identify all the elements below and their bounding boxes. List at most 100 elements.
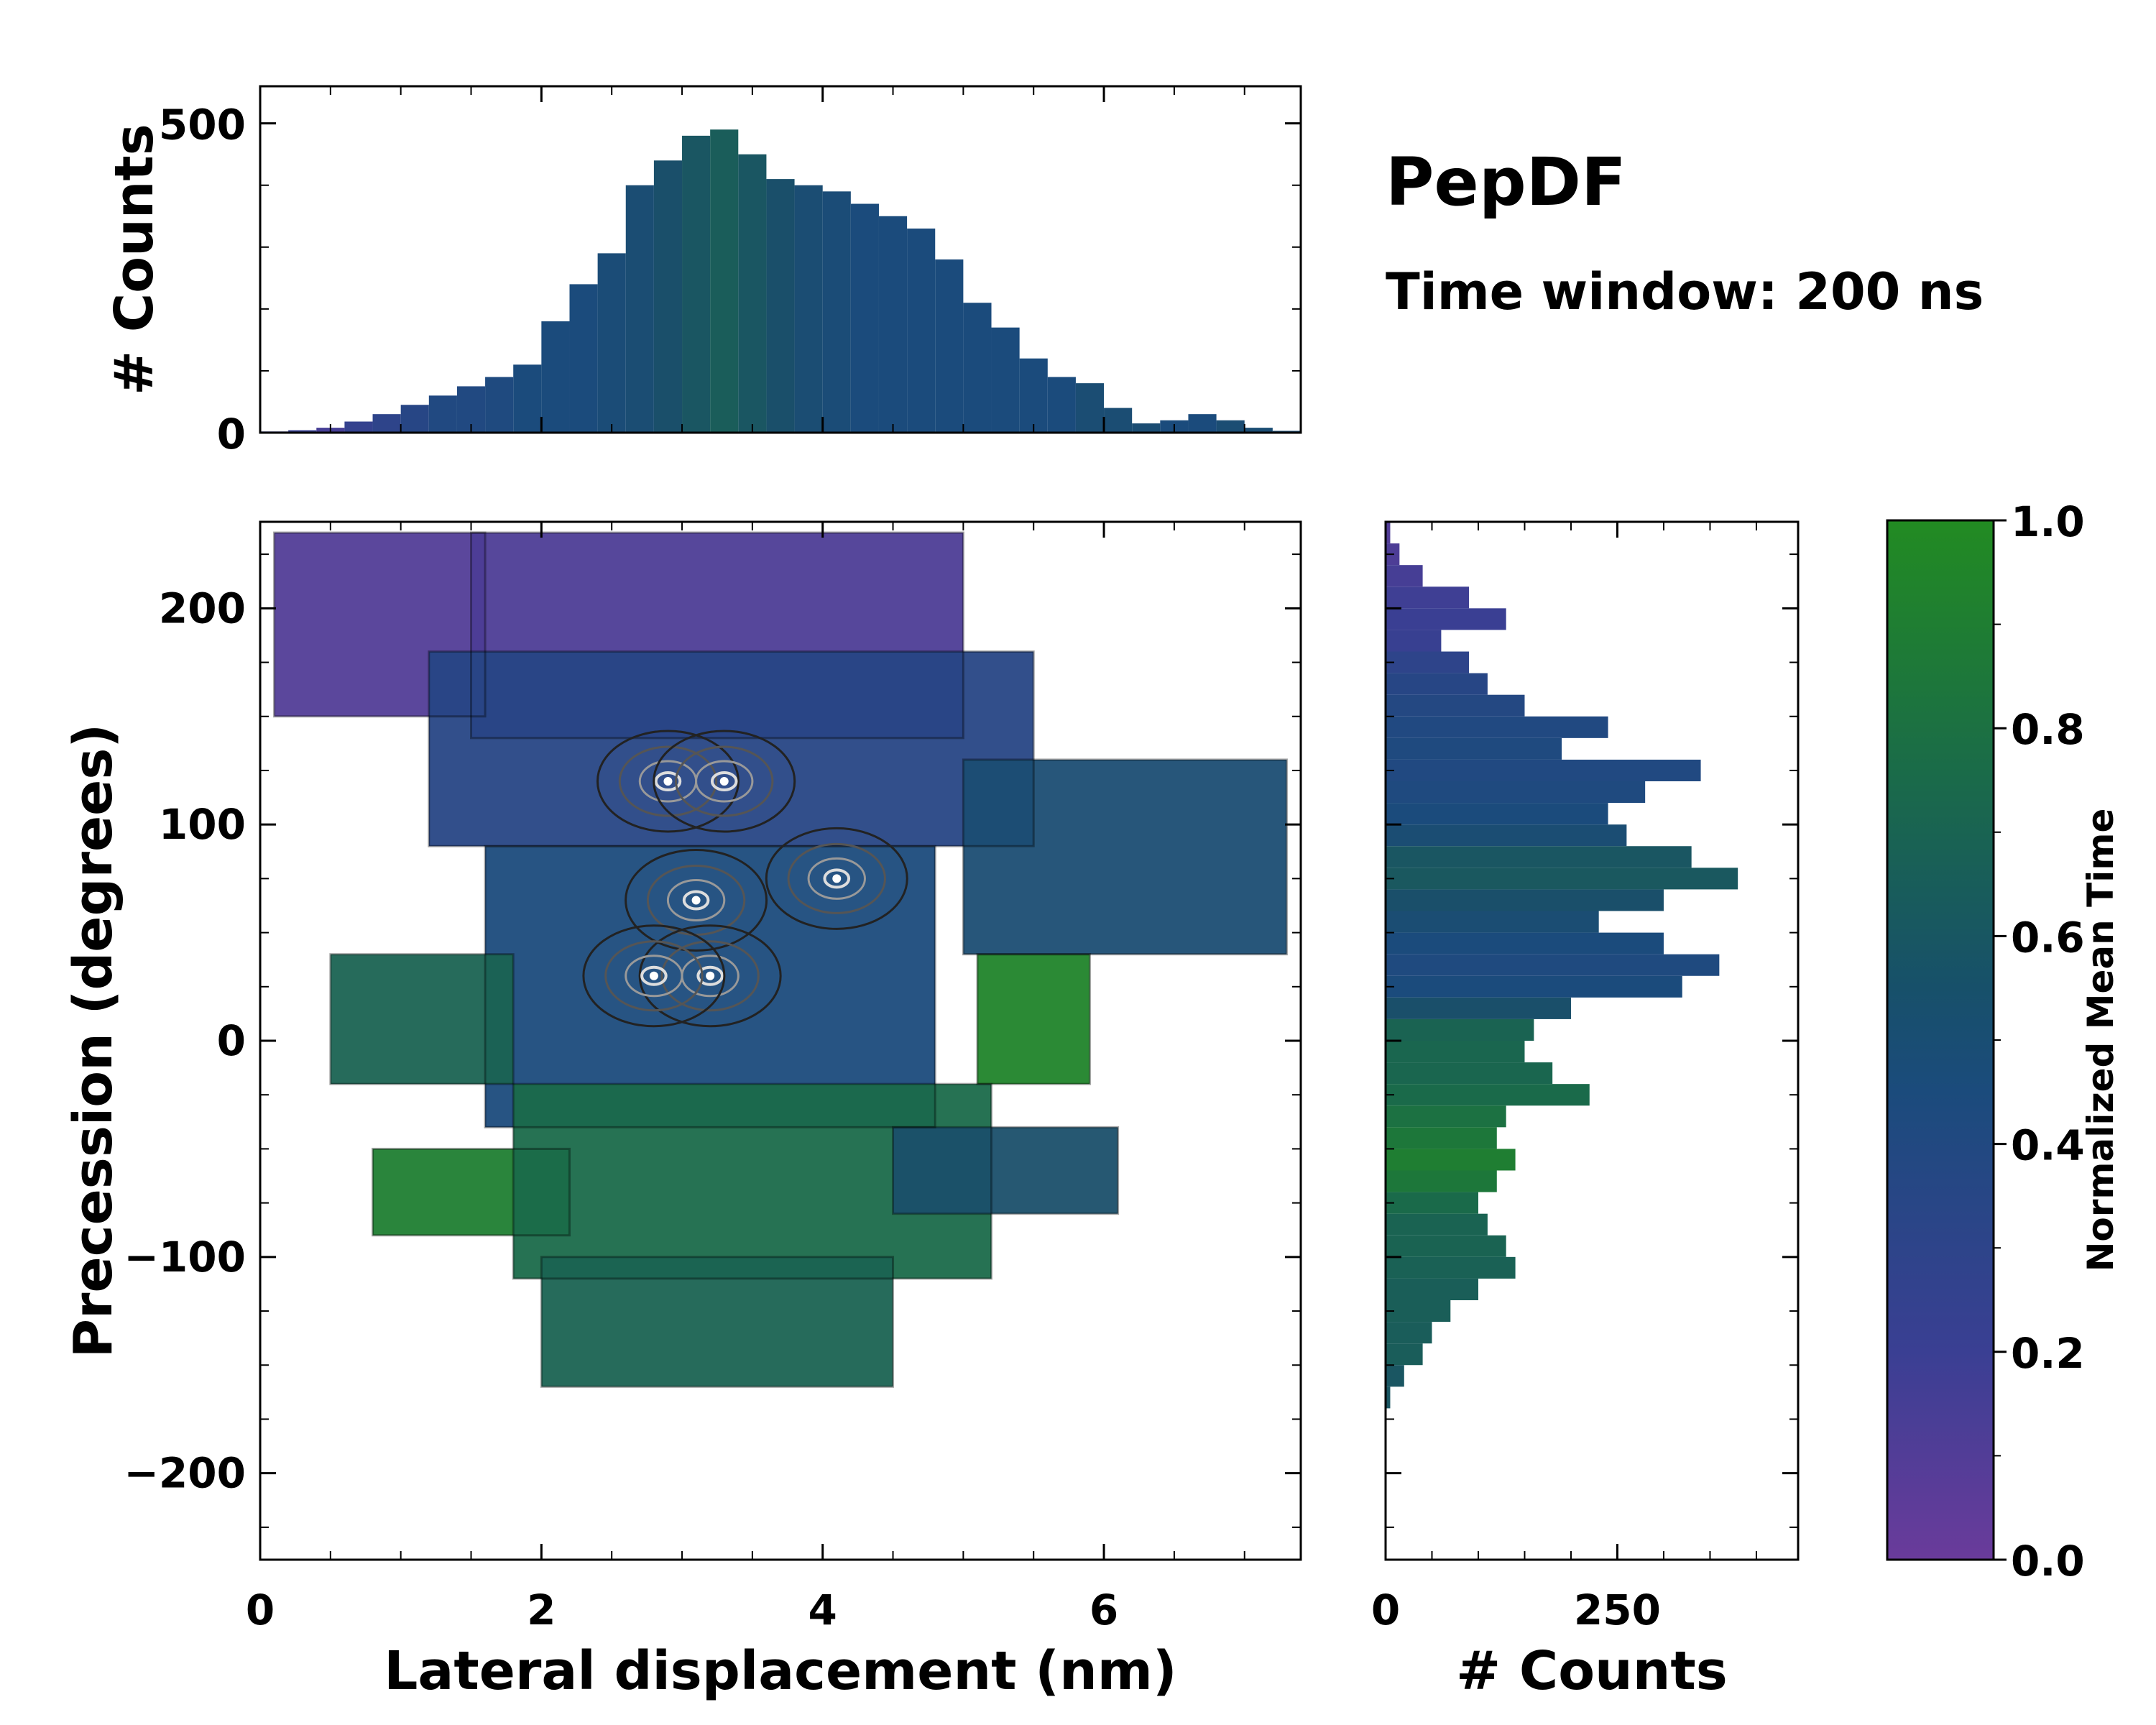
chart-title: PepDF bbox=[1386, 144, 1626, 221]
density-contour-5-2 bbox=[625, 954, 683, 998]
right-histogram-bar bbox=[1386, 911, 1599, 933]
top-histogram-bar bbox=[991, 327, 1020, 433]
heatmap-region-outline-10 bbox=[892, 1126, 1120, 1215]
density-contour-3-2 bbox=[807, 857, 866, 900]
heatmap-region-outline-2 bbox=[428, 650, 1035, 847]
density-contour-3-1 bbox=[787, 842, 886, 914]
top-histogram-bar bbox=[1188, 414, 1217, 433]
top-histogram-bar bbox=[344, 421, 373, 433]
right-histogram-bar bbox=[1386, 694, 1525, 717]
main-xtick-label: 2 bbox=[527, 1586, 556, 1634]
main-ytick-label: 100 bbox=[159, 800, 246, 849]
top-histogram-bar bbox=[766, 179, 795, 433]
top-histogram-bar bbox=[878, 216, 908, 433]
top-histogram-bar bbox=[372, 414, 401, 433]
heatmap-region-outline-8 bbox=[512, 1082, 993, 1280]
right-histogram-bar bbox=[1386, 716, 1608, 738]
heatmap-region-2 bbox=[428, 651, 1034, 847]
top-histogram-bar bbox=[1132, 423, 1161, 433]
top-histogram-bar bbox=[850, 203, 879, 433]
density-contour-1-2 bbox=[695, 760, 754, 803]
density-peak-1 bbox=[719, 777, 729, 786]
top-histogram-bar bbox=[653, 160, 683, 433]
density-contour-5-1 bbox=[604, 940, 704, 1012]
top-histogram-bar bbox=[1104, 408, 1133, 433]
top-histogram-bar bbox=[682, 135, 711, 433]
main-ylabel: Precession (degrees) bbox=[63, 724, 124, 1358]
right-histogram-bar bbox=[1386, 1343, 1423, 1366]
main-heatmap: 0 2 4 6 −200 −100 0 100 200 Lateral displacement… bbox=[63, 520, 1302, 1702]
top-histogram-bar bbox=[625, 185, 654, 433]
main-ytick-label: −200 bbox=[124, 1449, 246, 1498]
heatmap-region-6 bbox=[977, 954, 1090, 1085]
heatmap-region-outline-5 bbox=[329, 953, 515, 1085]
top-ytick-label: 500 bbox=[159, 101, 246, 150]
density-contour-5-0 bbox=[582, 924, 726, 1028]
top-histogram-bar bbox=[288, 430, 317, 433]
top-histogram-bar bbox=[1019, 358, 1048, 433]
heatmap-region-10 bbox=[893, 1127, 1118, 1214]
heatmap-region-3 bbox=[963, 759, 1287, 954]
density-contour-4-0 bbox=[638, 924, 782, 1028]
top-histogram-bar bbox=[569, 284, 598, 433]
density-contour-0-3 bbox=[654, 771, 682, 791]
right-histogram-bar bbox=[1386, 630, 1442, 652]
right-histogram-bar bbox=[1386, 1062, 1553, 1085]
top-histogram-bar bbox=[541, 321, 570, 433]
colorbar-tick-label: 0.4 bbox=[2011, 1121, 2085, 1170]
top-histogram-frame bbox=[259, 85, 1302, 434]
density-contour-5-3 bbox=[640, 965, 668, 986]
colorbar-tick-label: 0.8 bbox=[2011, 705, 2085, 754]
right-histogram-bar bbox=[1386, 1127, 1497, 1149]
right-histogram-bar bbox=[1386, 954, 1720, 976]
top-histogram-bar bbox=[513, 364, 542, 433]
colorbar-label: Normalized Mean Time bbox=[2080, 809, 2122, 1272]
right-histogram-bar bbox=[1386, 1192, 1478, 1214]
main-ytick-label: 0 bbox=[217, 1016, 246, 1065]
heatmap-region-5 bbox=[330, 954, 514, 1085]
right-histogram-bar bbox=[1386, 759, 1701, 781]
heatmap-region-outline-9 bbox=[540, 1256, 895, 1388]
right-histogram-bar bbox=[1386, 737, 1562, 760]
right-histogram-bar bbox=[1386, 1278, 1478, 1300]
top-histogram-bar bbox=[710, 129, 739, 433]
right-histogram-bar bbox=[1386, 889, 1664, 911]
density-contour-0-0 bbox=[596, 730, 740, 833]
density-contour-4-1 bbox=[660, 940, 760, 1012]
colorbar-tick-label: 0.6 bbox=[2011, 913, 2085, 962]
top-histogram-bar bbox=[428, 395, 457, 433]
right-xtick-label: 250 bbox=[1574, 1586, 1661, 1634]
right-histogram-bar bbox=[1386, 1386, 1391, 1409]
density-contour-1-1 bbox=[675, 745, 774, 817]
density-peak-0 bbox=[663, 777, 673, 786]
top-histogram-bar bbox=[400, 405, 429, 433]
main-xtick-label: 6 bbox=[1089, 1586, 1118, 1634]
right-histogram-bar bbox=[1386, 565, 1423, 587]
heatmap-region-outline-6 bbox=[976, 953, 1091, 1085]
right-histogram-bar bbox=[1386, 846, 1692, 868]
density-contour-0-1 bbox=[618, 745, 718, 817]
main-xtick-label: 4 bbox=[808, 1586, 837, 1634]
top-histogram-bar bbox=[907, 228, 936, 433]
colorbar-tick-label: 0.2 bbox=[2011, 1329, 2085, 1378]
density-contour-2-3 bbox=[682, 890, 710, 911]
density-contour-3-3 bbox=[823, 868, 851, 889]
top-ytick-label: 0 bbox=[217, 410, 246, 459]
density-contour-4-3 bbox=[696, 965, 724, 986]
right-histogram-bar bbox=[1386, 1322, 1432, 1344]
density-contour-2-0 bbox=[625, 848, 768, 952]
heatmap-region-outline-1 bbox=[470, 531, 964, 740]
right-histogram-bar bbox=[1386, 868, 1738, 890]
density-contour-3-0 bbox=[765, 827, 908, 930]
colorbar-tick-label: 0.0 bbox=[2011, 1537, 2085, 1586]
top-histogram-bar bbox=[1075, 383, 1105, 433]
right-histogram-bar bbox=[1386, 673, 1488, 695]
colorbar-gradient bbox=[1886, 519, 1995, 1561]
right-histogram-bar bbox=[1386, 586, 1470, 609]
right-histogram-bar bbox=[1386, 824, 1627, 847]
right-histogram-bar bbox=[1386, 1300, 1451, 1322]
top-histogram-bar bbox=[738, 154, 767, 433]
right-histogram-bar bbox=[1386, 651, 1470, 673]
colorbar-tick-label: 1.0 bbox=[2011, 497, 2085, 546]
right-histogram-bar bbox=[1386, 1213, 1488, 1236]
